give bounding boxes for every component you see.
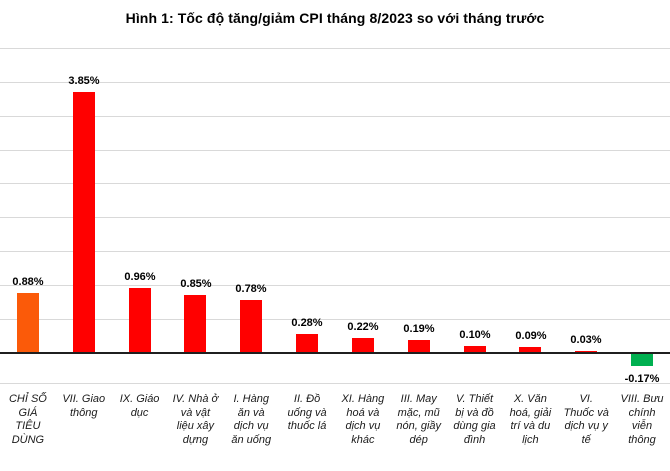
bar-4 [240, 300, 262, 353]
gridline [0, 285, 670, 286]
category-label-11: VIII. Bưu chính viễn thông [620, 393, 664, 446]
value-label-11: -0.17% [624, 373, 660, 385]
gridline [0, 251, 670, 252]
gridline [0, 82, 670, 83]
gridline [0, 217, 670, 218]
category-label-9: X. Văn hoá, giải trí và du lịch [509, 393, 552, 446]
category-label-1: VII. Giao thông [62, 393, 106, 419]
gridline [0, 48, 670, 49]
plot-area: 0.88% 3.85% 0.96% 0.85% 0.78% 0.28% 0.22% 0.19%… [0, 48, 670, 385]
bar-6 [352, 338, 374, 353]
bar-11 [631, 354, 653, 366]
x-axis-labels: CHỈ SỐ GIÁ TIÊU DÙNG VII. Giao thông IX. G… [0, 393, 670, 447]
bar-1 [73, 92, 95, 353]
value-label-6: 0.22% [347, 321, 379, 333]
bar-3 [184, 295, 206, 353]
category-label-10: VI. Thuốc và dịch vụ y tế [563, 393, 609, 446]
category-label-2: IX. Giáo dục [119, 393, 160, 419]
value-label-2: 0.96% [124, 271, 156, 283]
bar-2 [129, 288, 151, 353]
bar-9 [519, 347, 541, 353]
bar-0 [17, 293, 39, 353]
gridline [0, 183, 670, 184]
bar-5 [296, 334, 318, 353]
bar-8 [464, 346, 486, 353]
value-label-8: 0.10% [459, 329, 491, 341]
value-label-10: 0.03% [570, 334, 602, 346]
bar-7 [408, 340, 430, 353]
category-label-0: CHỈ SỐ GIÁ TIÊU DÙNG [8, 393, 47, 446]
chart-title: Hình 1: Tốc độ tăng/giảm CPI tháng 8/202… [125, 10, 545, 26]
value-label-0: 0.88% [12, 276, 44, 288]
gridline [0, 116, 670, 117]
category-label-8: V. Thiết bị và đồ dùng gia đình [453, 393, 496, 446]
x-axis-line [0, 352, 670, 354]
value-label-4: 0.78% [235, 283, 267, 295]
value-label-3: 0.85% [180, 278, 212, 290]
value-label-1: 3.85% [68, 75, 100, 87]
category-label-6: XI. Hàng hoá và dịch vụ khác [341, 393, 385, 446]
gridline [0, 319, 670, 320]
value-label-9: 0.09% [515, 330, 547, 342]
value-label-7: 0.19% [403, 323, 435, 335]
category-label-7: III. May mặc, mũ nón, giầy dép [396, 393, 442, 446]
category-label-5: II. Đồ uống và thuốc lá [287, 393, 327, 432]
category-label-3: IV. Nhà ở và vật liệu xây dựng [172, 393, 219, 446]
category-label-4: I. Hàng ăn và dịch vụ ăn uống [231, 393, 272, 446]
gridline [0, 150, 670, 151]
value-label-5: 0.28% [291, 317, 323, 329]
